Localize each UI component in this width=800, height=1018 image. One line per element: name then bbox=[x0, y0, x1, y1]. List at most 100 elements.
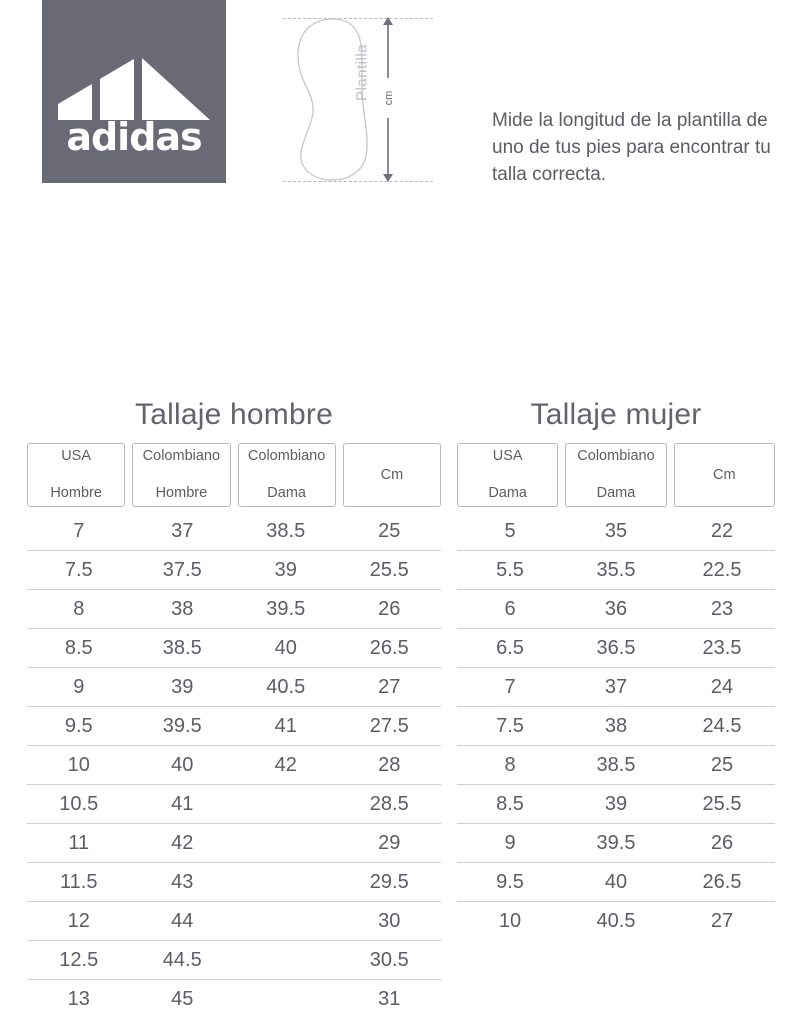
insole-measurement-diagram: Plantilla cm bbox=[283, 8, 433, 188]
table-row: 10 40 42 28 bbox=[27, 746, 441, 785]
table-row: 8.5 38.5 40 26.5 bbox=[27, 629, 441, 668]
men-cell: 38.5 bbox=[266, 519, 306, 542]
insole-outline-icon bbox=[297, 18, 368, 181]
table-row: 7 37 38.5 25 bbox=[27, 512, 441, 551]
women-cell: 27 bbox=[710, 909, 734, 932]
women-cell: 40.5 bbox=[596, 909, 636, 932]
men-cell: 38.5 bbox=[162, 636, 202, 659]
men-cell: 26.5 bbox=[369, 636, 409, 659]
women-header-cell: Colombiano Dama bbox=[565, 443, 667, 507]
women-cell: 39 bbox=[604, 792, 628, 815]
table-row: 12.5 44.5 30.5 bbox=[27, 941, 441, 980]
guide-line-top bbox=[283, 18, 433, 19]
men-header-cell: USA Hombre bbox=[27, 443, 126, 507]
men-cell: 40.5 bbox=[266, 675, 306, 698]
table-row: 9.5 40 26.5 bbox=[457, 863, 775, 902]
women-cell: 6.5 bbox=[496, 636, 524, 659]
women-cell: 40 bbox=[604, 870, 628, 893]
men-header-line: Colombiano bbox=[142, 448, 221, 464]
header-band: adidas Plantilla cm Mide la longitud de … bbox=[0, 0, 800, 196]
table-row: 6 36 23 bbox=[457, 590, 775, 629]
table-row: 5.5 35.5 22.5 bbox=[457, 551, 775, 590]
women-header-line: Cm bbox=[713, 466, 736, 483]
men-table-header-row: USA Hombre Colombiano Hombre Colombiano Dama C… bbox=[27, 443, 441, 507]
women-cell: 37 bbox=[604, 675, 628, 698]
women-cell: 23.5 bbox=[702, 636, 742, 659]
table-row: 5 35 22 bbox=[457, 512, 775, 551]
men-cell: 42 bbox=[171, 831, 194, 854]
women-cell: 7 bbox=[504, 675, 516, 698]
women-cell: 9.5 bbox=[496, 870, 524, 893]
women-cell: 38 bbox=[604, 714, 628, 737]
adidas-wordmark: adidas bbox=[66, 115, 202, 159]
men-cell: 7 bbox=[73, 519, 85, 542]
men-header-cell: Colombiano Hombre bbox=[132, 443, 231, 507]
men-cell: 41 bbox=[171, 792, 194, 815]
women-cell: 5.5 bbox=[496, 558, 524, 581]
men-cell: 42 bbox=[274, 753, 297, 776]
women-cell: 5 bbox=[504, 519, 516, 542]
men-header-line: Dama bbox=[267, 485, 306, 502]
women-cell: 9 bbox=[504, 831, 516, 854]
men-cell: 40 bbox=[171, 753, 194, 776]
table-row: 10 40.5 27 bbox=[457, 902, 775, 940]
women-cell: 36.5 bbox=[596, 636, 636, 659]
women-table-title: Tallaje mujer bbox=[530, 398, 702, 431]
men-cell: 30.5 bbox=[369, 948, 409, 971]
men-cell: 8.5 bbox=[64, 636, 93, 659]
men-header-cell: Cm bbox=[342, 443, 441, 507]
cm-measure-label: cm bbox=[381, 78, 397, 118]
table-row: 9 39.5 26 bbox=[457, 824, 775, 863]
men-cell: 10 bbox=[67, 753, 90, 776]
guide-line-bottom bbox=[283, 181, 433, 182]
men-cell: 44.5 bbox=[162, 948, 202, 971]
men-header-line: Hombre bbox=[155, 485, 208, 502]
men-cell: 43 bbox=[171, 870, 194, 893]
men-cell: 8 bbox=[73, 597, 85, 620]
women-header-cell: Cm bbox=[673, 443, 775, 507]
women-cell: 7.5 bbox=[496, 714, 524, 737]
men-cell: 28 bbox=[378, 753, 401, 776]
men-cell: 31 bbox=[378, 987, 401, 1010]
men-cell: 40 bbox=[274, 636, 297, 659]
table-row: 7.5 38 24.5 bbox=[457, 707, 775, 746]
men-cell: 9 bbox=[73, 675, 85, 698]
men-cell: 45 bbox=[171, 987, 194, 1010]
women-header-cell: USA Dama bbox=[457, 443, 559, 507]
women-cell: 6 bbox=[504, 597, 516, 620]
table-row: 13 45 31 bbox=[27, 980, 441, 1018]
table-row: 7 37 24 bbox=[457, 668, 775, 707]
women-cell: 25 bbox=[710, 753, 734, 776]
men-header-line: Cm bbox=[380, 466, 404, 483]
women-cell: 23 bbox=[710, 597, 734, 620]
men-cell: 37.5 bbox=[162, 558, 202, 581]
men-cell: 26 bbox=[378, 597, 401, 620]
women-cell: 22.5 bbox=[702, 558, 742, 581]
men-cell: 39.5 bbox=[266, 597, 306, 620]
men-cell: 29 bbox=[378, 831, 401, 854]
men-cell: 39 bbox=[274, 558, 297, 581]
table-row: 11 42 29 bbox=[27, 824, 441, 863]
men-cell: 12 bbox=[67, 909, 90, 932]
women-header-line: Colombiano bbox=[577, 448, 655, 464]
men-cell: 11 bbox=[68, 831, 90, 854]
men-cell: 11.5 bbox=[60, 870, 98, 893]
women-cell: 22 bbox=[710, 519, 734, 542]
men-cell: 12.5 bbox=[59, 948, 99, 971]
women-table-header-row: USA Dama Colombiano Dama Cm bbox=[457, 443, 775, 507]
women-cell: 26 bbox=[710, 831, 734, 854]
men-header-line: USA bbox=[61, 448, 92, 464]
women-table-body: 5 35 22 5.5 35.5 22.5 6 36 23 6.5 36.5 23.5 7 37 24 7.5… bbox=[457, 512, 775, 940]
table-row: 6.5 36.5 23.5 bbox=[457, 629, 775, 668]
men-cell: 39 bbox=[171, 675, 194, 698]
women-cell: 24.5 bbox=[702, 714, 742, 737]
men-cell: 25 bbox=[378, 519, 401, 542]
women-cell: 39.5 bbox=[596, 831, 636, 854]
insole-label: Plantilla bbox=[353, 43, 371, 102]
table-row: 7.5 37.5 39 25.5 bbox=[27, 551, 441, 590]
table-row: 8 38.5 25 bbox=[457, 746, 775, 785]
men-table-body: 7 37 38.5 25 7.5 37.5 39 25.5 8 38 39.5 26 8.5 38.5 40… bbox=[27, 512, 441, 1018]
women-cell: 25.5 bbox=[702, 792, 742, 815]
instruction-text: Mide la longitud de la plantilla de uno … bbox=[492, 110, 771, 185]
men-size-table: Tallaje hombre USA Hombre Colombiano Hombre… bbox=[27, 398, 441, 1018]
